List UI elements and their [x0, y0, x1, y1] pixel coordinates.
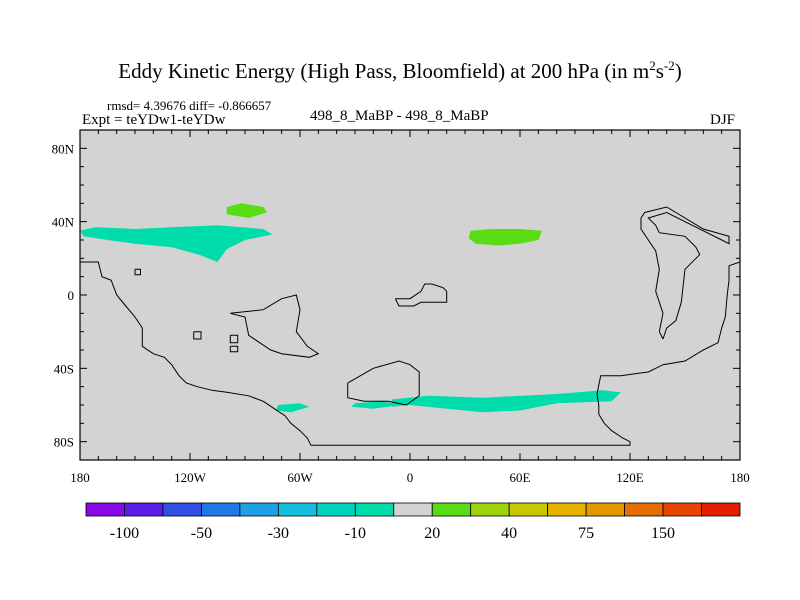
coastline-2 [230, 294, 320, 358]
coastline-8 [640, 206, 730, 340]
x-tick-label: 0 [407, 470, 414, 485]
colorbar-box [393, 502, 433, 517]
colorbar-label: -50 [191, 525, 212, 542]
coastline-0 [80, 261, 741, 446]
y-tick-label: 80S [54, 435, 74, 450]
colorbar-box [239, 502, 279, 517]
coastline-3 [229, 334, 239, 344]
colorbar-box [585, 502, 625, 517]
colorbar-box [431, 502, 472, 517]
colorbar-label: -100 [110, 525, 139, 542]
colorbar-box [662, 502, 702, 517]
region-south-atlantic-west-negative [351, 401, 401, 409]
chart-title: Eddy Kinetic Energy (High Pass, Bloomfie… [118, 58, 682, 83]
y-tick-label: 40N [52, 215, 75, 230]
colorbar-box [547, 502, 587, 517]
colorbar-label: 20 [424, 525, 440, 542]
x-tick-label: 60W [287, 470, 313, 485]
x-tick-label: 60E [510, 470, 531, 485]
colorbar-label: 75 [578, 525, 594, 542]
y-tick-label: 40S [54, 361, 74, 376]
colorbar-box [201, 502, 241, 517]
coastline-7 [347, 360, 420, 406]
colorbar-label: -30 [268, 525, 289, 542]
colorbar-box [277, 502, 318, 517]
run-label: 498_8_MaBP - 498_8_MaBP [310, 108, 489, 124]
colorbar-box [624, 502, 664, 517]
coastline-5 [193, 331, 202, 340]
colorbar-box [354, 502, 395, 517]
region-south-atlantic-negative [276, 403, 310, 413]
map-background [80, 130, 740, 460]
experiment-label: Expt = teYDw1-teYDw [82, 112, 226, 128]
colorbar-box [316, 502, 356, 517]
colorbar-label: 150 [651, 525, 675, 542]
season-label: DJF [710, 112, 736, 128]
coastline-6 [394, 283, 448, 307]
x-tick-label: 180 [70, 470, 90, 485]
region-asia-positive [468, 229, 542, 246]
x-tick-label: 180 [730, 470, 750, 485]
colorbar-box [508, 502, 549, 517]
x-tick-label: 120W [174, 470, 207, 485]
rmsd-diff-label: rmsd= 4.39676 diff= -0.866657 [107, 98, 272, 113]
colorbar-box [124, 502, 164, 517]
colorbar-label: 40 [501, 525, 517, 542]
region-north-america-positive [226, 203, 267, 218]
colorbar-box [85, 502, 125, 517]
region-southern-ocean-negative [391, 390, 621, 413]
colorbar-box [701, 502, 741, 517]
y-tick-label: 80N [52, 141, 75, 156]
colorbar-box [470, 502, 510, 517]
coastline-1 [134, 268, 141, 276]
colorbar-label: -10 [345, 525, 366, 542]
y-tick-label: 0 [68, 288, 75, 303]
colorbar-box [162, 502, 202, 517]
x-tick-label: 120E [616, 470, 644, 485]
coastline-4 [229, 345, 239, 353]
region-north-pacific-negative [80, 225, 273, 262]
